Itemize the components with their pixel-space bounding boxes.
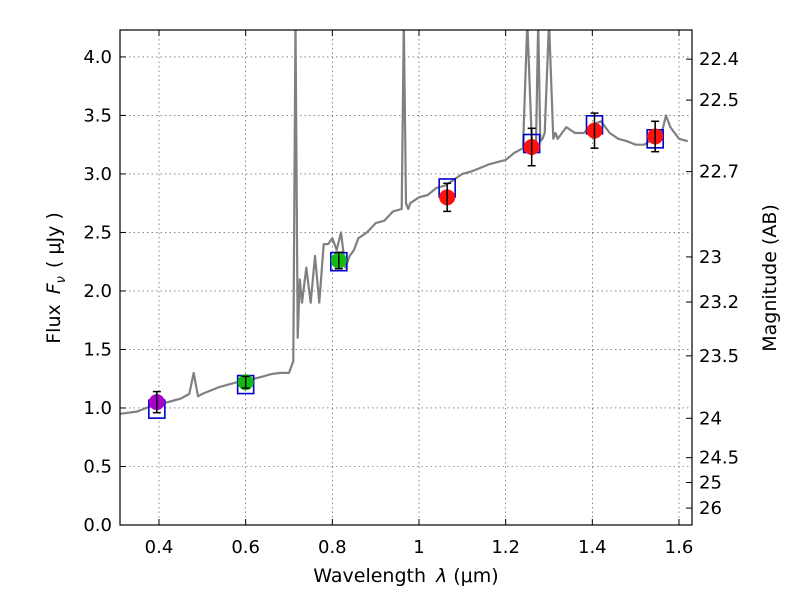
- y2-tick-label: 24: [699, 408, 722, 429]
- y-tick-label: 1.5: [83, 339, 112, 360]
- x-tick-label: 1: [413, 537, 424, 558]
- x-tick-label: 0.8: [318, 537, 347, 558]
- y2-tick-label: 22.7: [699, 162, 739, 183]
- y-tick-label: 2.0: [83, 281, 112, 302]
- y-tick-label: 0.5: [83, 456, 112, 477]
- plot-area: [120, 30, 688, 419]
- x-tick-label: 1.6: [665, 537, 694, 558]
- y-tick-label: 4.0: [83, 47, 112, 68]
- y2-tick-label: 24.5: [699, 448, 739, 469]
- y2-tick-label: 22.4: [699, 49, 739, 70]
- x-axis-label: Wavelength λ (μm): [313, 565, 498, 587]
- x-tick-label: 0.4: [145, 537, 174, 558]
- y2-tick-label: 26: [699, 498, 722, 519]
- y-axis-label: FluxFν( μJy ): [43, 212, 69, 344]
- y-tick-label: 3.5: [83, 105, 112, 126]
- y2-tick-label: 23: [699, 247, 722, 268]
- y2-axis-label: Magnitude (AB): [759, 204, 781, 352]
- y-tick-label: 2.5: [83, 222, 112, 243]
- y-tick-label: 0.0: [83, 515, 112, 536]
- grid-lines: [120, 30, 692, 526]
- y-tick-label: 3.0: [83, 164, 112, 185]
- axis-ticks: 0.4 0.6 0.8 1 1.2 1.4 1.6 0.0 0.5 1.0 1.5 2.0 2.5 3.0…: [83, 30, 739, 558]
- spectrum-line: [120, 30, 688, 415]
- plot-frame: [119, 29, 693, 526]
- y2-tick-label: 25: [699, 473, 722, 494]
- x-tick-label: 1.2: [491, 537, 520, 558]
- y-tick-label: 1.0: [83, 398, 112, 419]
- y2-tick-label: 23.2: [699, 292, 739, 313]
- x-tick-label: 0.6: [231, 537, 260, 558]
- y2-tick-label: 23.5: [699, 346, 739, 367]
- y2-tick-label: 22.5: [699, 90, 739, 111]
- x-tick-label: 1.4: [578, 537, 607, 558]
